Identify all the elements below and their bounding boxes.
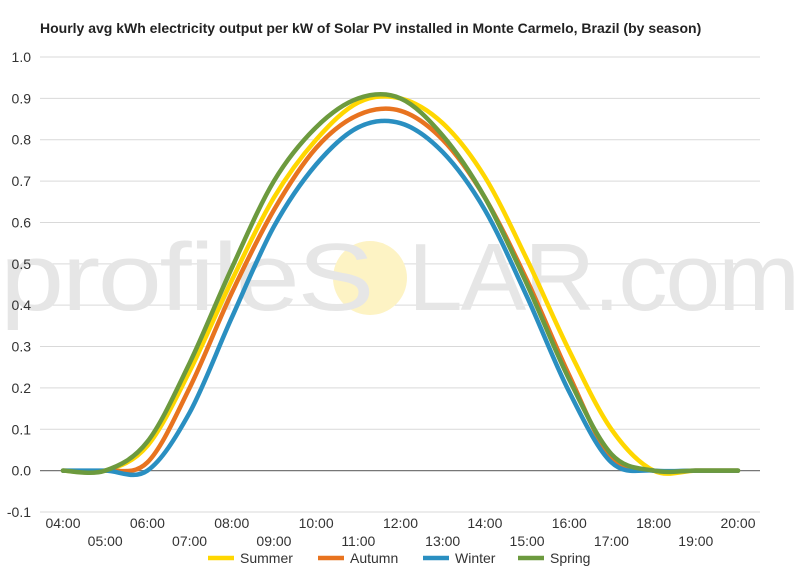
y-tick-label: 0.8 [12, 132, 32, 148]
y-tick-label: 0.5 [12, 256, 32, 272]
y-tick-label: 0.7 [12, 173, 32, 189]
legend-item-autumn: Autumn [318, 550, 398, 566]
y-tick-label: 0.1 [12, 421, 32, 437]
x-tick-label: 08:00 [214, 515, 249, 531]
y-tick-label: 0.6 [12, 214, 32, 230]
series-line-winter [60, 118, 741, 478]
x-tick-label: 11:00 [341, 533, 375, 549]
y-tick-label: 0.3 [12, 339, 32, 355]
legend-label: Spring [550, 550, 590, 566]
legend-item-summer: Summer [208, 550, 293, 566]
x-tick-label: 15:00 [510, 533, 545, 549]
watermark-sun [333, 241, 407, 315]
x-tick-label: 19:00 [678, 533, 713, 549]
legend-item-winter: Winter [423, 550, 496, 566]
y-tick-label: 1.0 [12, 49, 32, 65]
legend-label: Autumn [350, 550, 398, 566]
x-tick-label: 10:00 [299, 515, 334, 531]
chart-title: Hourly avg kWh electricity output per kW… [40, 20, 701, 36]
y-axis-ticks: 1.0 0.9 0.8 0.7 0.6 0.5 0.4 0.3 0.2 0.1 0.0 -0.1 [7, 49, 31, 520]
x-tick-label: 04:00 [45, 515, 80, 531]
x-tick-label: 12:00 [383, 515, 418, 531]
watermark: profileS LAR.com [0, 224, 800, 331]
y-tick-label: 0.0 [12, 463, 32, 479]
x-tick-label: 18:00 [636, 515, 671, 531]
series-lines [60, 91, 741, 478]
watermark-text-left: profileS [0, 224, 372, 331]
y-tick-label: 0.4 [12, 297, 32, 313]
x-tick-label: 06:00 [130, 515, 165, 531]
x-tick-label: 17:00 [594, 533, 629, 549]
x-tick-label: 14:00 [467, 515, 502, 531]
x-tick-label: 13:00 [425, 533, 460, 549]
legend: Summer Autumn Winter Spring [208, 550, 590, 566]
y-tick-label: -0.1 [7, 504, 31, 520]
x-tick-label: 16:00 [552, 515, 587, 531]
x-tick-label: 20:00 [720, 515, 755, 531]
y-tick-label: 0.2 [12, 380, 32, 396]
x-axis-ticks: 04:00 06:00 08:00 10:00 12:00 14:00 16:00 18:00… [45, 515, 755, 549]
legend-item-spring: Spring [518, 550, 590, 566]
series-line-spring [60, 91, 741, 476]
y-tick-label: 0.9 [12, 90, 32, 106]
legend-label: Winter [455, 550, 496, 566]
watermark-text-right: LAR.com [408, 224, 798, 331]
series-line-autumn [60, 106, 741, 474]
x-tick-label: 09:00 [256, 533, 291, 549]
x-tick-label: 07:00 [172, 533, 207, 549]
legend-label: Summer [240, 550, 293, 566]
x-tick-label: 05:00 [88, 533, 123, 549]
